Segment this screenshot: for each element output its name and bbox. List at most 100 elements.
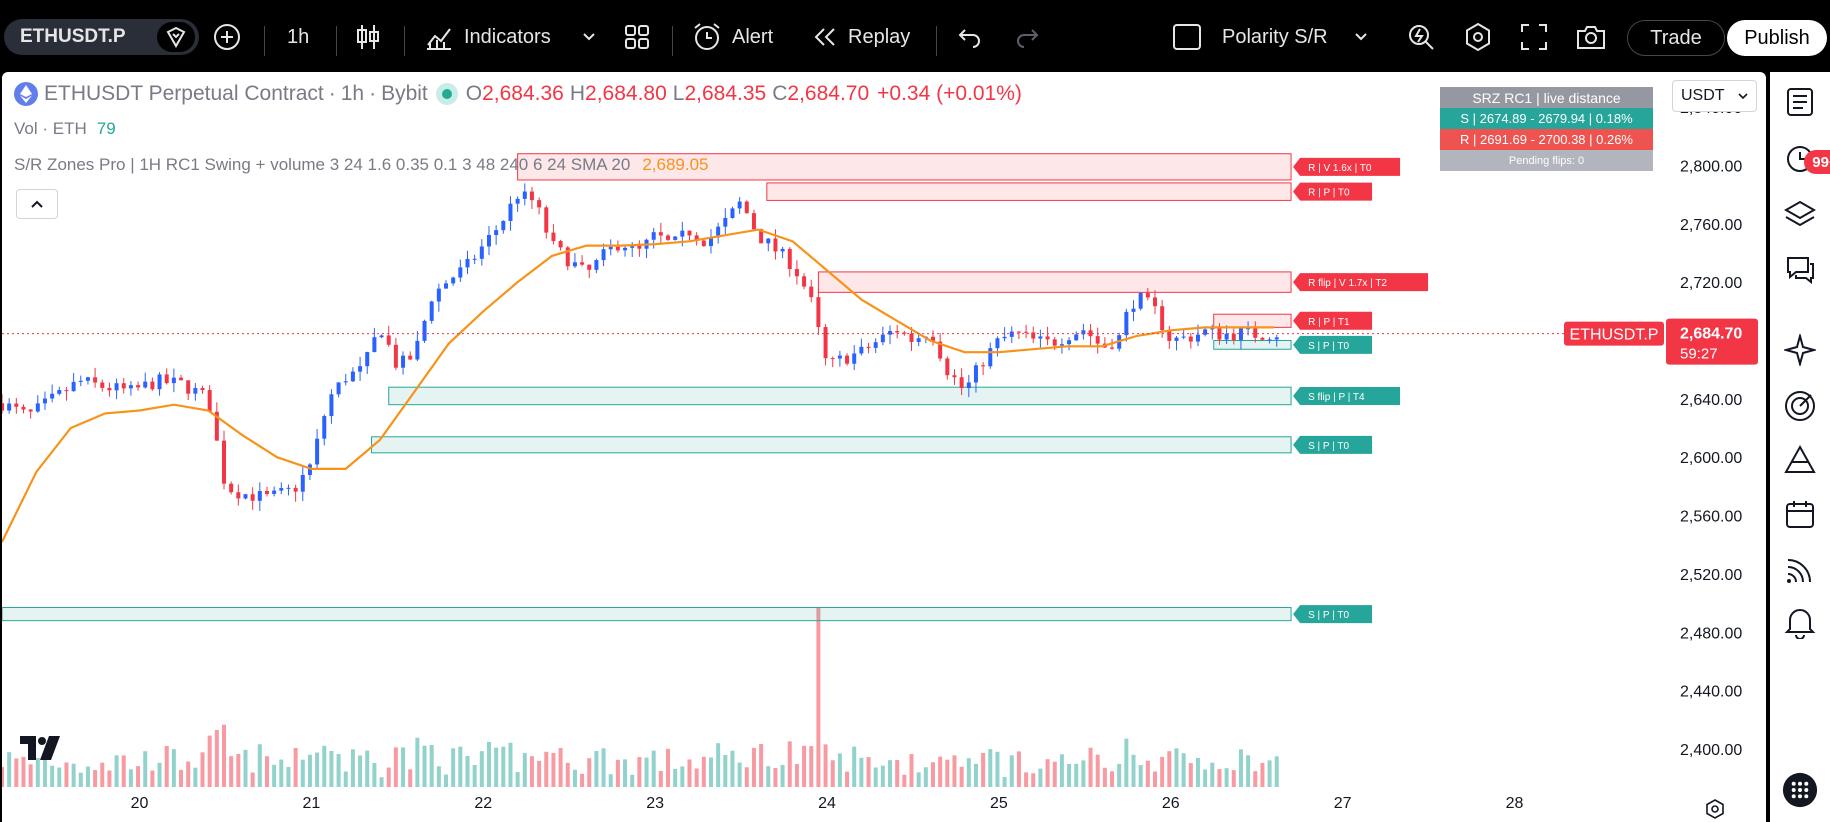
settings-hexagon-icon[interactable] [1463,8,1493,66]
currency-select[interactable]: USDT [1672,80,1757,112]
volume-bar [852,746,857,787]
zone-label-text: R | P | T1 [1308,317,1350,328]
candle-body [973,365,978,383]
broadcast-icon[interactable] [1782,552,1818,588]
volume-bar [845,771,850,787]
candle-body [350,371,355,382]
zone-label-text: S | P | T0 [1308,610,1349,621]
support-zone[interactable] [388,386,1292,406]
symbol-search-button[interactable]: ETHUSDT.P [4,19,199,55]
candle-body [71,381,76,392]
chevron-down-icon[interactable] [1354,8,1368,66]
candle-body [587,264,592,270]
tradingview-logo-icon[interactable] [20,736,68,765]
volume-bar [759,743,764,787]
auto-scale-icon[interactable] [1704,798,1726,822]
alert-button[interactable]: Alert [692,8,773,66]
top-toolbar: ETHUSDT.P 1h Indicators Alert Replay Po [0,8,1830,66]
pyramid-icon[interactable] [1782,442,1818,478]
watchlist-icon[interactable] [1782,84,1818,120]
volume-bar [823,744,828,787]
layers-icon[interactable] [1782,196,1818,232]
ohlc-open-label: O [465,82,483,105]
volume-bar [78,772,83,787]
zone-label-text: R | P | T0 [1308,188,1350,199]
calendar-icon[interactable] [1782,496,1818,532]
quick-search-icon[interactable] [1406,8,1436,66]
candle-body [694,235,699,241]
x-tick-label: 22 [474,795,492,812]
legend-volume[interactable]: Vol · ETH 79 [14,119,116,139]
volume-bar [959,766,964,787]
layout-name-button[interactable]: Polarity S/R [1222,25,1328,48]
ideas-sparkle-icon[interactable] [1782,332,1818,368]
legend-title[interactable]: ETHUSDT Perpetual Contract [44,82,324,105]
volume-bar [7,752,12,787]
interval-button[interactable]: 1h [287,25,310,48]
candle-body [687,230,692,236]
x-tick-label: 27 [1334,795,1352,812]
srz-info-table: SRZ RC1 | live distance S | 2674.89 - 26… [1440,87,1653,171]
candle-body [916,338,921,342]
redo-icon[interactable] [1014,8,1040,66]
resistance-zone[interactable] [817,271,1292,293]
support-zone[interactable] [371,436,1292,454]
undo-icon[interactable] [957,8,983,66]
publish-button[interactable]: Publish [1727,20,1827,56]
volume-bar [401,747,406,787]
fullscreen-icon[interactable] [1520,8,1548,66]
volume-bar [93,770,98,787]
layout-checkbox[interactable] [1172,8,1202,66]
compare-symbol-icon[interactable] [157,22,195,52]
templates-icon[interactable] [624,8,650,66]
candles-icon[interactable] [356,8,380,66]
candle-body [1260,337,1265,340]
indicators-button[interactable]: Indicators [424,8,551,66]
volume-bar [429,744,434,787]
support-zone[interactable] [1213,339,1292,350]
volume-bar [121,755,126,787]
candle-body [1024,331,1029,333]
zone-label-tag [1293,311,1373,330]
add-symbol-icon[interactable] [212,8,242,66]
volume-bar [1016,751,1021,787]
candle-body [307,464,312,475]
support-zone[interactable] [2,607,1292,622]
candle-body [658,232,663,236]
legend-indicator[interactable]: S/R Zones Pro | 1H RC1 Swing + volume 3 … [14,155,709,175]
target-icon[interactable] [1782,388,1818,424]
replay-button[interactable]: Replay [812,8,910,66]
resistance-zone[interactable] [766,182,1292,201]
volume-bar [1110,771,1115,787]
candle-body [1095,336,1100,344]
resistance-zone[interactable] [517,153,1292,181]
volume-bar [952,755,957,787]
trade-button[interactable]: Trade [1627,20,1725,56]
volume-bar [171,749,176,787]
resistance-zone[interactable] [1213,313,1292,328]
chevron-down-icon[interactable] [582,8,596,66]
volume-bar [515,772,520,787]
volume-bar [1031,773,1036,787]
candle-body [809,286,814,298]
apps-grid-icon[interactable] [1782,772,1818,808]
volume-bar [1224,768,1229,787]
chat-icon[interactable] [1782,252,1818,288]
price-chart[interactable]: R | V 1.6x | T0 R | P | T0 R flip | V 1.7x… [2,72,1766,822]
legend-separator: · [369,82,377,105]
candle-body [608,246,613,250]
volume-bar [35,757,40,787]
candle-body [802,276,807,287]
collapse-legend-button[interactable] [16,189,58,219]
notifications-bell-icon[interactable] [1782,604,1818,640]
volume-bar [780,764,785,787]
ohlc-close-label: C [772,82,788,105]
candle-body [1145,293,1150,298]
zone-label-text: R flip | V 1.7x | T2 [1308,278,1387,289]
candle-body [222,440,227,484]
chart-panel[interactable]: R | V 1.6x | T0 R | P | T0 R flip | V 1.7x… [2,72,1766,822]
volume-bar [558,747,563,787]
volume-bar [14,758,19,787]
camera-icon[interactable] [1576,8,1606,66]
volume-bar [1217,769,1222,787]
